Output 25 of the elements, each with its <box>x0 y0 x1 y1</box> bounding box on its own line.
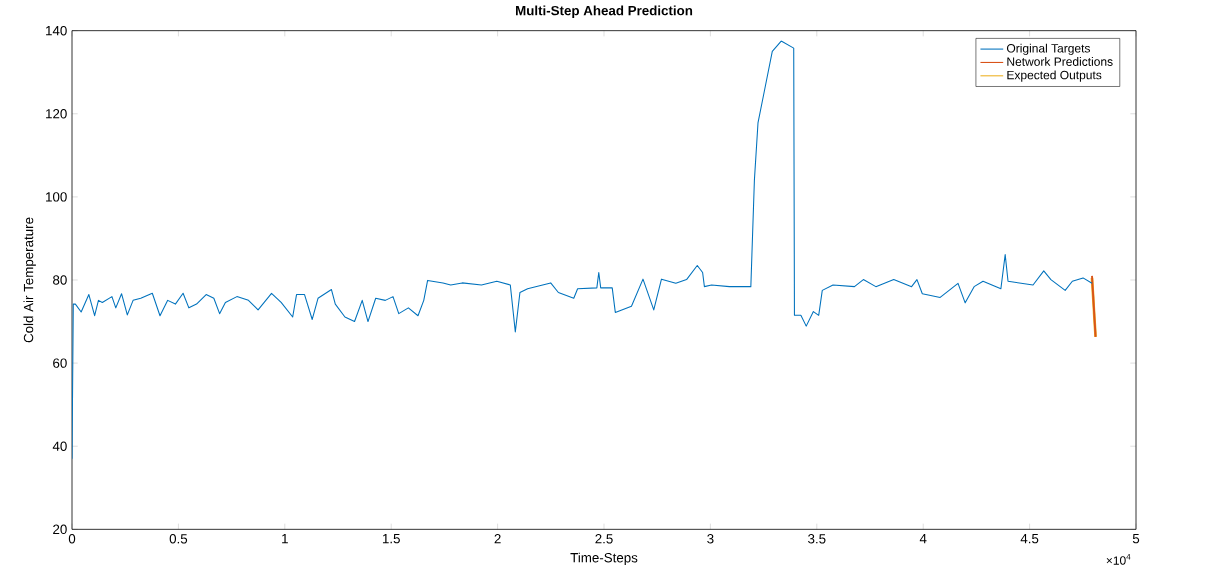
x-tick-label: 2 <box>494 533 501 544</box>
y-tick-label: 20 <box>53 524 67 534</box>
y-axis-title: Cold Air Temperature <box>23 217 36 343</box>
y-tick-label: 60 <box>53 358 67 368</box>
legend-label: Original Targets <box>1006 43 1090 55</box>
chart-title: Multi-Step Ahead Prediction <box>516 5 693 18</box>
x-tick-label: 0 <box>68 533 76 544</box>
text: ×10$^{4}$ <box>1106 553 1131 565</box>
x-tick-label: 4 <box>919 533 927 544</box>
x-tick-label: 3.5 <box>808 533 826 544</box>
y-tick-label: 80 <box>53 275 67 285</box>
y-tick-label: 140 <box>46 25 67 36</box>
y-tick-label: 100 <box>46 192 67 202</box>
legend-label: Network Predictions <box>1007 56 1113 66</box>
x-tick-label: 4.5 <box>1020 533 1039 544</box>
legend-label: Expected Outputs <box>1007 70 1102 82</box>
x-tick-label: 5 <box>1132 533 1140 544</box>
x-tick-label: 0.5 <box>169 533 188 544</box>
x-tick-label: 1 <box>282 533 288 544</box>
y-tick-label: 120 <box>46 108 67 119</box>
x-tick-label: 2.5 <box>595 533 613 544</box>
x-tick-label: 1.5 <box>382 533 400 544</box>
x-axis-title: Time-Steps <box>570 552 638 565</box>
y-tick-label: 40 <box>52 441 67 451</box>
x-tick-label: 3 <box>707 533 714 544</box>
